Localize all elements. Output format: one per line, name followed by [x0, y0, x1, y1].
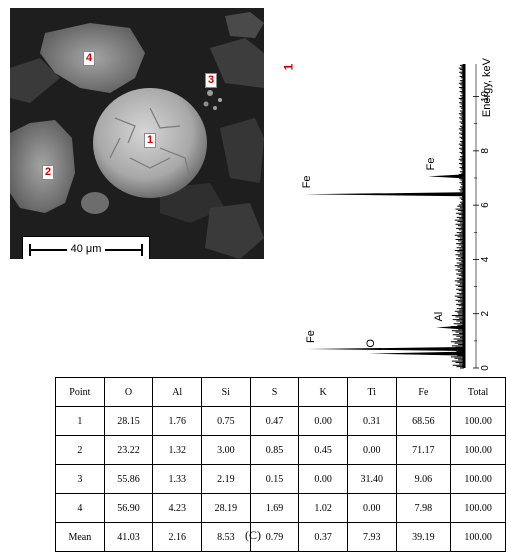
- table-cell: 100.00: [450, 522, 506, 552]
- table-row: 4 56.90 4.23 28.19 1.69 1.02 0.00 7.98 100.00: [55, 493, 506, 523]
- energy-tick-label: 4: [480, 256, 491, 262]
- table-cell: 1.32: [152, 435, 202, 465]
- spectrum-peak-label: Fe: [425, 158, 437, 171]
- sem-micrograph: 4 3 1 2 40 μm: [10, 8, 264, 259]
- table-header-cell: Fe: [395, 377, 452, 407]
- table-header-row: Point O Al Si S K Ti Fe Total: [55, 377, 506, 407]
- table-cell: 7.98: [395, 493, 452, 523]
- eds-spectrum: 1 Fe O Al Fe Fe 0 2 4 6 8 10 Energy, keV: [268, 50, 504, 375]
- table-cell: 0.15: [249, 464, 300, 494]
- table-cell: 39.19: [395, 522, 452, 552]
- spectrum-peak-label: Fe: [305, 330, 317, 343]
- table-header-cell: Ti: [346, 377, 397, 407]
- spectrum-peak-label: O: [365, 339, 377, 348]
- table-header-cell: O: [103, 377, 154, 407]
- energy-tick-label: 0: [480, 365, 491, 371]
- table-cell: 0.85: [249, 435, 300, 465]
- sem-particles: [10, 8, 264, 259]
- spectrum-peak-fe: [304, 192, 464, 197]
- table-row: 3 55.86 1.33 2.19 0.15 0.00 31.40 9.06 100.00: [55, 464, 506, 494]
- table-cell: 100.00: [450, 435, 506, 465]
- table-header-cell: Al: [152, 377, 202, 407]
- table-cell: 0.00: [346, 435, 397, 465]
- marker-1: 1: [144, 133, 157, 148]
- scale-bar-label: 40 μm: [66, 243, 106, 255]
- table-body: 1 28.15 1.76 0.75 0.47 0.00 0.31 68.56 100.00 2 23…: [55, 406, 506, 552]
- table-row: 1 28.15 1.76 0.75 0.47 0.00 0.31 68.56 100.00: [55, 406, 506, 436]
- spectrum-peak-o: [368, 351, 464, 356]
- energy-tick-label: 6: [480, 202, 491, 208]
- table-cell: 1.69: [249, 493, 300, 523]
- table-header-cell: Si: [201, 377, 251, 407]
- table-cell: 2: [55, 435, 105, 465]
- table-cell: 71.17: [395, 435, 452, 465]
- table-cell: 0.75: [201, 406, 251, 436]
- table-cell: 9.06: [395, 464, 452, 494]
- table-cell: 100.00: [450, 464, 506, 494]
- table-cell: 1.76: [152, 406, 202, 436]
- table-header-cell: Point: [55, 377, 105, 407]
- table-cell: 0.47: [249, 406, 300, 436]
- table-cell: 0.45: [298, 435, 348, 465]
- marker-3: 3: [205, 73, 218, 88]
- table-cell: 0.00: [298, 464, 348, 494]
- table-cell: 3: [55, 464, 105, 494]
- figure-caption: (C): [245, 528, 261, 542]
- energy-tick-label: 8: [480, 148, 491, 154]
- table-cell: 55.86: [103, 464, 154, 494]
- table-header-cell: S: [249, 377, 300, 407]
- table-cell: 56.90: [103, 493, 154, 523]
- table-cell: 100.00: [450, 493, 506, 523]
- table-cell: 8.53: [201, 522, 251, 552]
- table-cell: 31.40: [346, 464, 397, 494]
- table-cell: 1.33: [152, 464, 202, 494]
- table-cell: 0.00: [298, 406, 348, 436]
- table-cell: 2.19: [201, 464, 251, 494]
- table-cell: 100.00: [450, 406, 506, 436]
- table-cell: 23.22: [103, 435, 154, 465]
- table-cell: 28.15: [103, 406, 154, 436]
- spectrum-peak-fe: [428, 174, 464, 179]
- table-cell: 0.31: [346, 406, 397, 436]
- spectrum-noise: [450, 64, 464, 369]
- marker-4: 4: [83, 51, 96, 66]
- table-cell: 4: [55, 493, 105, 523]
- scale-bar: 40 μm: [22, 236, 150, 259]
- spectrum-peak-fe: [308, 347, 464, 351]
- table-cell: 3.00: [201, 435, 251, 465]
- spectrum-peak-label: Fe: [301, 175, 313, 188]
- marker-2: 2: [42, 165, 55, 180]
- table-cell: 28.19: [201, 493, 251, 523]
- spectrum-peak-al: [436, 325, 464, 330]
- table-cell: 4.23: [152, 493, 202, 523]
- table-row: 2 23.22 1.32 3.00 0.85 0.45 0.00 71.17 100.00: [55, 435, 506, 465]
- spectrum-point-label: 1: [281, 63, 296, 71]
- energy-tick-label: 2: [480, 310, 491, 316]
- table-cell: 1: [55, 406, 105, 436]
- table-header-cell: K: [298, 377, 348, 407]
- spectrum-peak-label: Al: [433, 312, 445, 322]
- table-cell: 0.00: [346, 493, 397, 523]
- table-cell: 1.02: [298, 493, 348, 523]
- energy-axis-label: Energy, keV: [481, 57, 493, 117]
- composition-table: Point O Al Si S K Ti Fe Total 1 28.15 1.76 0.75 0.47…: [55, 377, 506, 552]
- table-cell: 0.37: [298, 522, 348, 552]
- table-cell: 68.56: [395, 406, 452, 436]
- energy-tick-label: 10: [480, 91, 491, 103]
- table-header-cell: Total: [450, 377, 506, 407]
